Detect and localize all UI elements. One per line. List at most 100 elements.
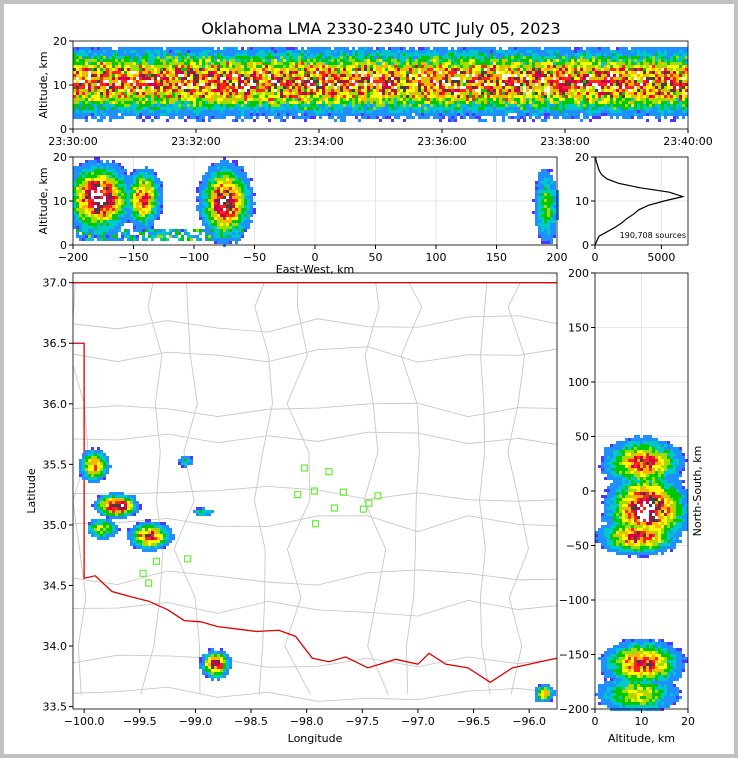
time-density-cell [460,89,463,92]
time-density-cell [646,74,649,77]
time-density-cell [538,98,541,101]
time-density-cell [421,65,424,68]
time-density-cell [103,113,106,116]
time-density-cell [667,83,670,86]
time-density-cell [166,89,169,92]
time-density-cell [115,62,118,65]
time-density-cell [571,110,574,113]
time-density-cell [637,86,640,89]
time-density-cell [523,71,526,74]
time-density-cell [127,101,130,104]
time-density-cell [658,47,661,50]
time-density-cell [280,80,283,83]
time-density-cell [196,80,199,83]
time-density-cell [580,56,583,59]
time-density-cell [79,74,82,77]
time-density-cell [283,83,286,86]
time-density-cell [148,59,151,62]
time-density-cell [409,59,412,62]
ew-density-cell [82,202,85,205]
time-density-cell [664,53,667,56]
time-density-cell [649,98,652,101]
time-density-cell [121,50,124,53]
time-density-cell [343,107,346,110]
time-density-cell [625,50,628,53]
time-density-cell [649,77,652,80]
time-density-cell [238,80,241,83]
time-density-cell [493,56,496,59]
time-density-cell [106,86,109,89]
time-density-cell [304,101,307,104]
time-density-cell [667,71,670,74]
time-density-cell [556,47,559,50]
time-density-cell [616,89,619,92]
time-density-cell [523,107,526,110]
time-density-cell [160,50,163,53]
time-density-cell [682,104,685,107]
time-density-cell [436,98,439,101]
time-density-cell [208,98,211,101]
time-density-cell [505,107,508,110]
time-density-cell [241,110,244,113]
time-density-cell [493,92,496,95]
time-density-cell [463,74,466,77]
time-density-cell [586,47,589,50]
time-density-cell [277,89,280,92]
time-density-cell [613,56,616,59]
time-density-cell [307,53,310,56]
time-density-cell [115,113,118,116]
time-density-cell [166,83,169,86]
time-density-cell [91,53,94,56]
time-density-cell [106,74,109,77]
time-density-cell [184,59,187,62]
time-density-cell [619,113,622,116]
time-density-cell [652,110,655,113]
time-density-cell [274,50,277,53]
time-density-cell [205,80,208,83]
time-density-cell [409,74,412,77]
time-density-cell [394,71,397,74]
time-density-cell [97,101,100,104]
time-density-cell [130,62,133,65]
time-density-cell [124,80,127,83]
time-density-cell [349,80,352,83]
time-density-cell [427,68,430,71]
time-density-cell [685,77,688,80]
time-density-cell [649,89,652,92]
time-density-cell [673,59,676,62]
time-density-cell [379,65,382,68]
time-density-cell [379,83,382,86]
time-density-cell [157,92,160,95]
time-density-cell [427,101,430,104]
time-density-cell [271,86,274,89]
time-density-cell [175,74,178,77]
time-density-cell [190,116,193,119]
time-density-cell [634,65,637,68]
time-density-cell [172,50,175,53]
time-density-cell [193,80,196,83]
time-density-cell [139,89,142,92]
time-density-cell [631,110,634,113]
time-density-cell [463,92,466,95]
time-density-cell [568,89,571,92]
time-density-cell [367,95,370,98]
time-density-cell [127,104,130,107]
time-density-cell [73,68,76,71]
time-density-cell [445,65,448,68]
time-density-cell [508,71,511,74]
time-density-cell [334,74,337,77]
time-density-cell [259,62,262,65]
time-density-cell [157,47,160,50]
time-density-cell [454,53,457,56]
time-density-cell [259,47,262,50]
time-density-cell [223,65,226,68]
time-density-cell [271,74,274,77]
time-density-cell [427,116,430,119]
time-density-cell [265,62,268,65]
time-density-cell [589,56,592,59]
time-density-cell [151,110,154,113]
time-density-cell [487,80,490,83]
time-density-cell [658,56,661,59]
time-density-cell [481,59,484,62]
time-density-cell [214,107,217,110]
